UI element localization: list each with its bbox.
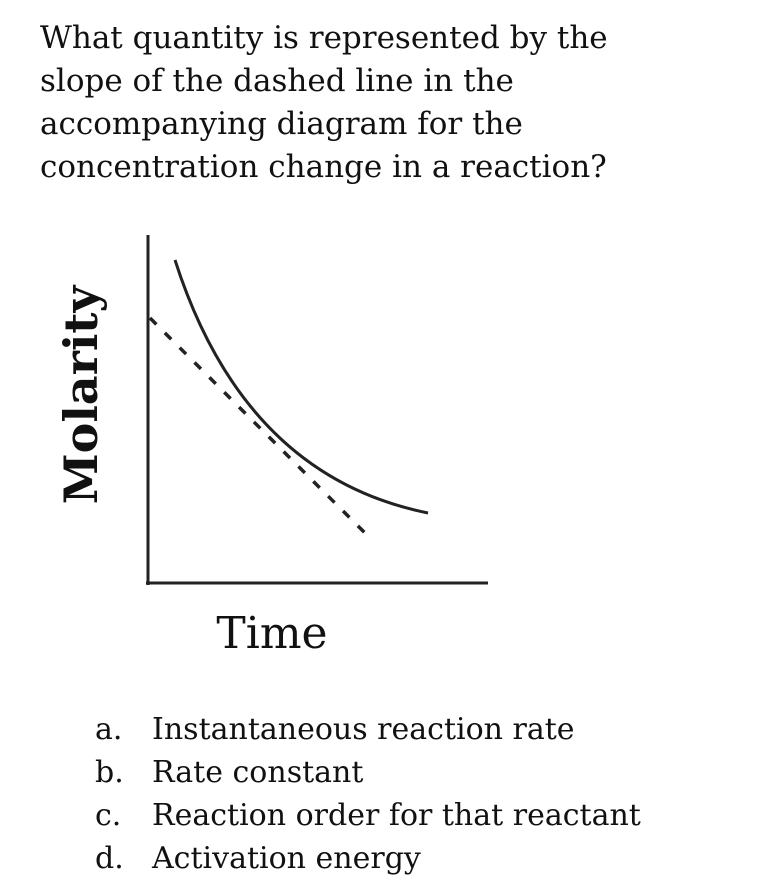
option-letter: a. <box>95 712 123 747</box>
question-line: What quantity is represented by the <box>40 20 608 56</box>
question-line: accompanying diagram for the <box>40 106 523 142</box>
tangent-line <box>148 316 374 542</box>
concentration-curve <box>173 259 429 515</box>
x-axis-label: Time <box>216 608 327 659</box>
diagram: Molarity Time <box>54 235 488 659</box>
y-axis-label: Molarity <box>54 284 108 504</box>
option-letter: d. <box>95 841 124 875</box>
option-letter: b. <box>95 755 124 790</box>
option-text: Reaction order for that reactant <box>152 798 641 833</box>
option-text: Rate constant <box>152 755 364 790</box>
option-letter: c. <box>95 798 122 833</box>
option-text: Activation energy <box>152 841 421 875</box>
question-line: concentration change in a reaction? <box>40 149 607 185</box>
question-line: slope of the dashed line in the <box>40 63 514 99</box>
option-text: Instantaneous reaction rate <box>152 712 575 747</box>
